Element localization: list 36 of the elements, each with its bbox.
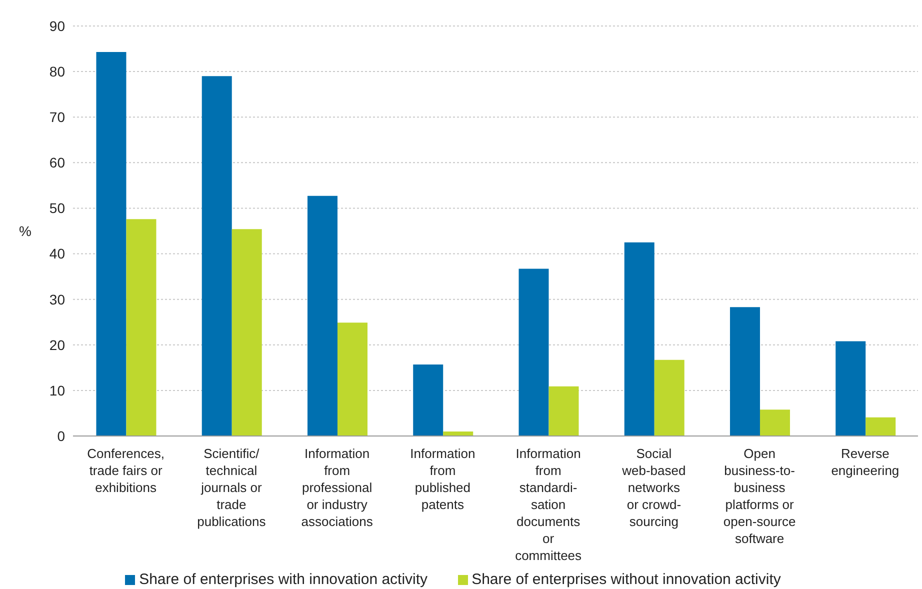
y-tick-label: 20 (49, 336, 66, 353)
y-tick-label: 40 (49, 246, 66, 262)
y-tick-label: 80 (49, 64, 66, 80)
bar (654, 360, 684, 436)
bar (126, 219, 156, 436)
bar (548, 386, 579, 436)
y-tick-label: 70 (49, 109, 66, 126)
y-tick-label: 60 (49, 154, 66, 171)
y-tick-label: 10 (49, 382, 66, 398)
y-axis-title: % (19, 222, 32, 239)
x-tick-label: Information from published patents (410, 446, 476, 512)
legend-label: Share of enterprises without innovation activity (472, 571, 781, 588)
bar (866, 417, 896, 436)
bar (413, 364, 444, 436)
bar (836, 341, 866, 436)
bar (232, 229, 262, 436)
y-tick-label: 90 (49, 18, 66, 34)
bar (730, 307, 760, 436)
bar (518, 268, 549, 436)
x-tick-label: Conferences, trade fairs or exhibitions (87, 446, 164, 495)
x-tick-label: Information from professional or industry associations (301, 446, 374, 529)
x-tick-label: Information from standardi- sation documents or committees (515, 446, 582, 563)
bar (307, 196, 338, 436)
bar (202, 76, 232, 436)
bar (337, 322, 368, 436)
y-tick-label: 0 (57, 428, 66, 444)
bar (96, 52, 126, 436)
x-tick-label: Open business-to- business platforms or open-source software (723, 446, 796, 546)
legend-label: Share of enterprises with innovation activity (139, 571, 428, 588)
x-tick-label: Social web-based networks or crowd- sourcing (621, 446, 686, 529)
y-tick-label: 30 (49, 291, 66, 308)
bar (760, 410, 790, 436)
x-tick-label: Reverse engineering (831, 446, 900, 478)
y-tick-label: 50 (49, 200, 66, 216)
x-tick-label: Scientific/ technical journals or trade publications (197, 446, 266, 529)
bar (624, 242, 654, 436)
